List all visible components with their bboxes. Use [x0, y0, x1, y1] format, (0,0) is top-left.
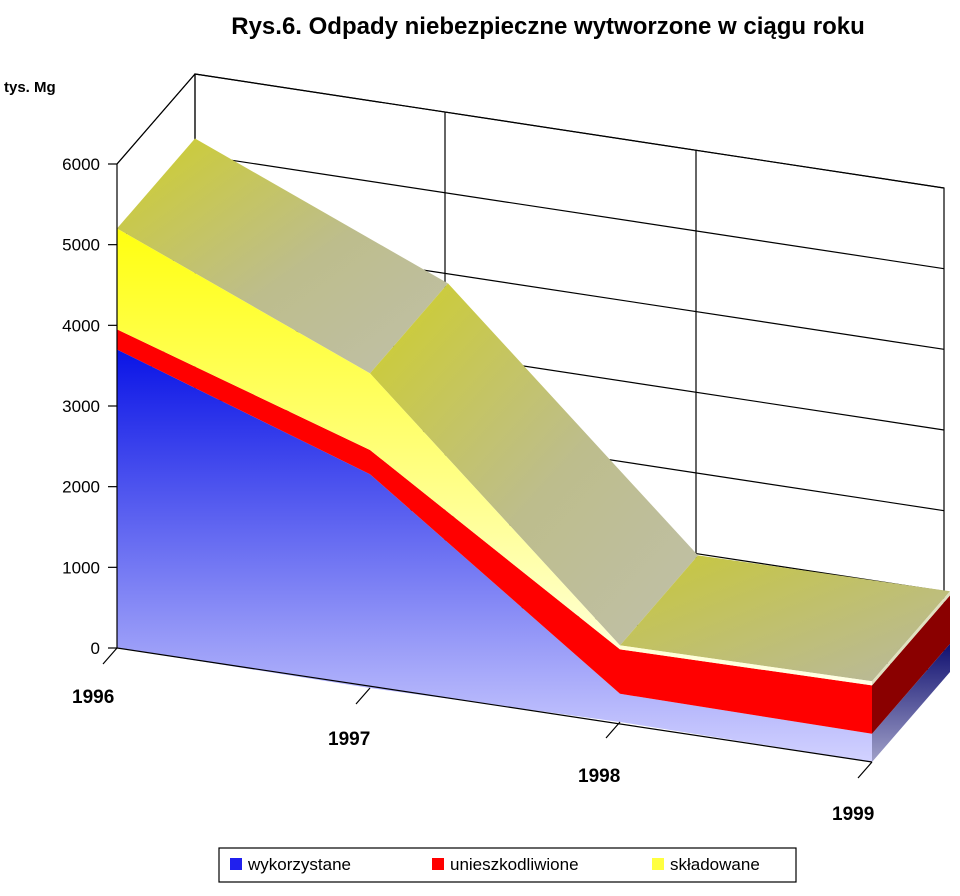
- x-tick-label-1999: 1999: [832, 804, 874, 825]
- x-tick-mark-1997: [355, 687, 371, 705]
- axes-layer: 0 1000 2000 3000 4000 5000 6000 1996 1997 1998 199…: [62, 155, 874, 825]
- y-tick-label-0: 0: [91, 639, 100, 658]
- y-tick-label-2000: 2000: [62, 478, 100, 497]
- y-tick-label-4000: 4000: [62, 316, 100, 335]
- series-band-skladowane: [117, 228, 872, 686]
- series-band-wykorzystane: [117, 349, 872, 762]
- side-face-unieszkodliwione: [872, 595, 950, 734]
- legend-label-wykorzystane: wykorzystane: [247, 855, 351, 874]
- left-wall-top-edge: [116, 73, 196, 165]
- y-tick-label-5000: 5000: [62, 236, 100, 255]
- series-layer: [117, 138, 950, 762]
- legend-box: [218, 847, 797, 883]
- y-tick-label-3000: 3000: [62, 397, 100, 416]
- x-tick-label-1997: 1997: [328, 729, 370, 750]
- legend-swatch-unieszkodliwione: [432, 858, 444, 870]
- side-face-wykorzystane: [872, 643, 950, 762]
- x-tick-label-1998: 1998: [578, 766, 620, 787]
- side-face-skladowane: [872, 591, 950, 686]
- x-tick-mark-1998: [605, 721, 621, 739]
- gridline-5000: [194, 154, 945, 270]
- legend-label-skladowane: składowane: [670, 855, 760, 874]
- stack-top-surface-3: [620, 555, 950, 682]
- legend-label-unieszkodliwione: unieszkodliwione: [450, 855, 579, 874]
- legend-swatch-wykorzystane: [230, 858, 242, 870]
- stack-top-surface-2: [370, 283, 698, 646]
- y-axis-unit-label: tys. Mg: [4, 79, 56, 96]
- y-tick-label-1000: 1000: [62, 558, 100, 577]
- y-tick-label-6000: 6000: [62, 155, 100, 174]
- x-tick-mark-1999: [857, 761, 873, 779]
- x-tick-label-1996: 1996: [72, 687, 114, 708]
- series-band-unieszkodliwione: [117, 329, 872, 734]
- gridline-6000: [194, 73, 945, 189]
- legend-swatch-skladowane: [652, 858, 664, 870]
- chart-title: Rys.6. Odpady niebezpieczne wytworzone w…: [231, 13, 864, 40]
- x-tick-mark-1996: [102, 647, 118, 665]
- stack-top-surface-1: [117, 138, 448, 374]
- legend: wykorzystane unieszkodliwione składowane: [218, 847, 797, 883]
- x-axis-line: [116, 647, 873, 763]
